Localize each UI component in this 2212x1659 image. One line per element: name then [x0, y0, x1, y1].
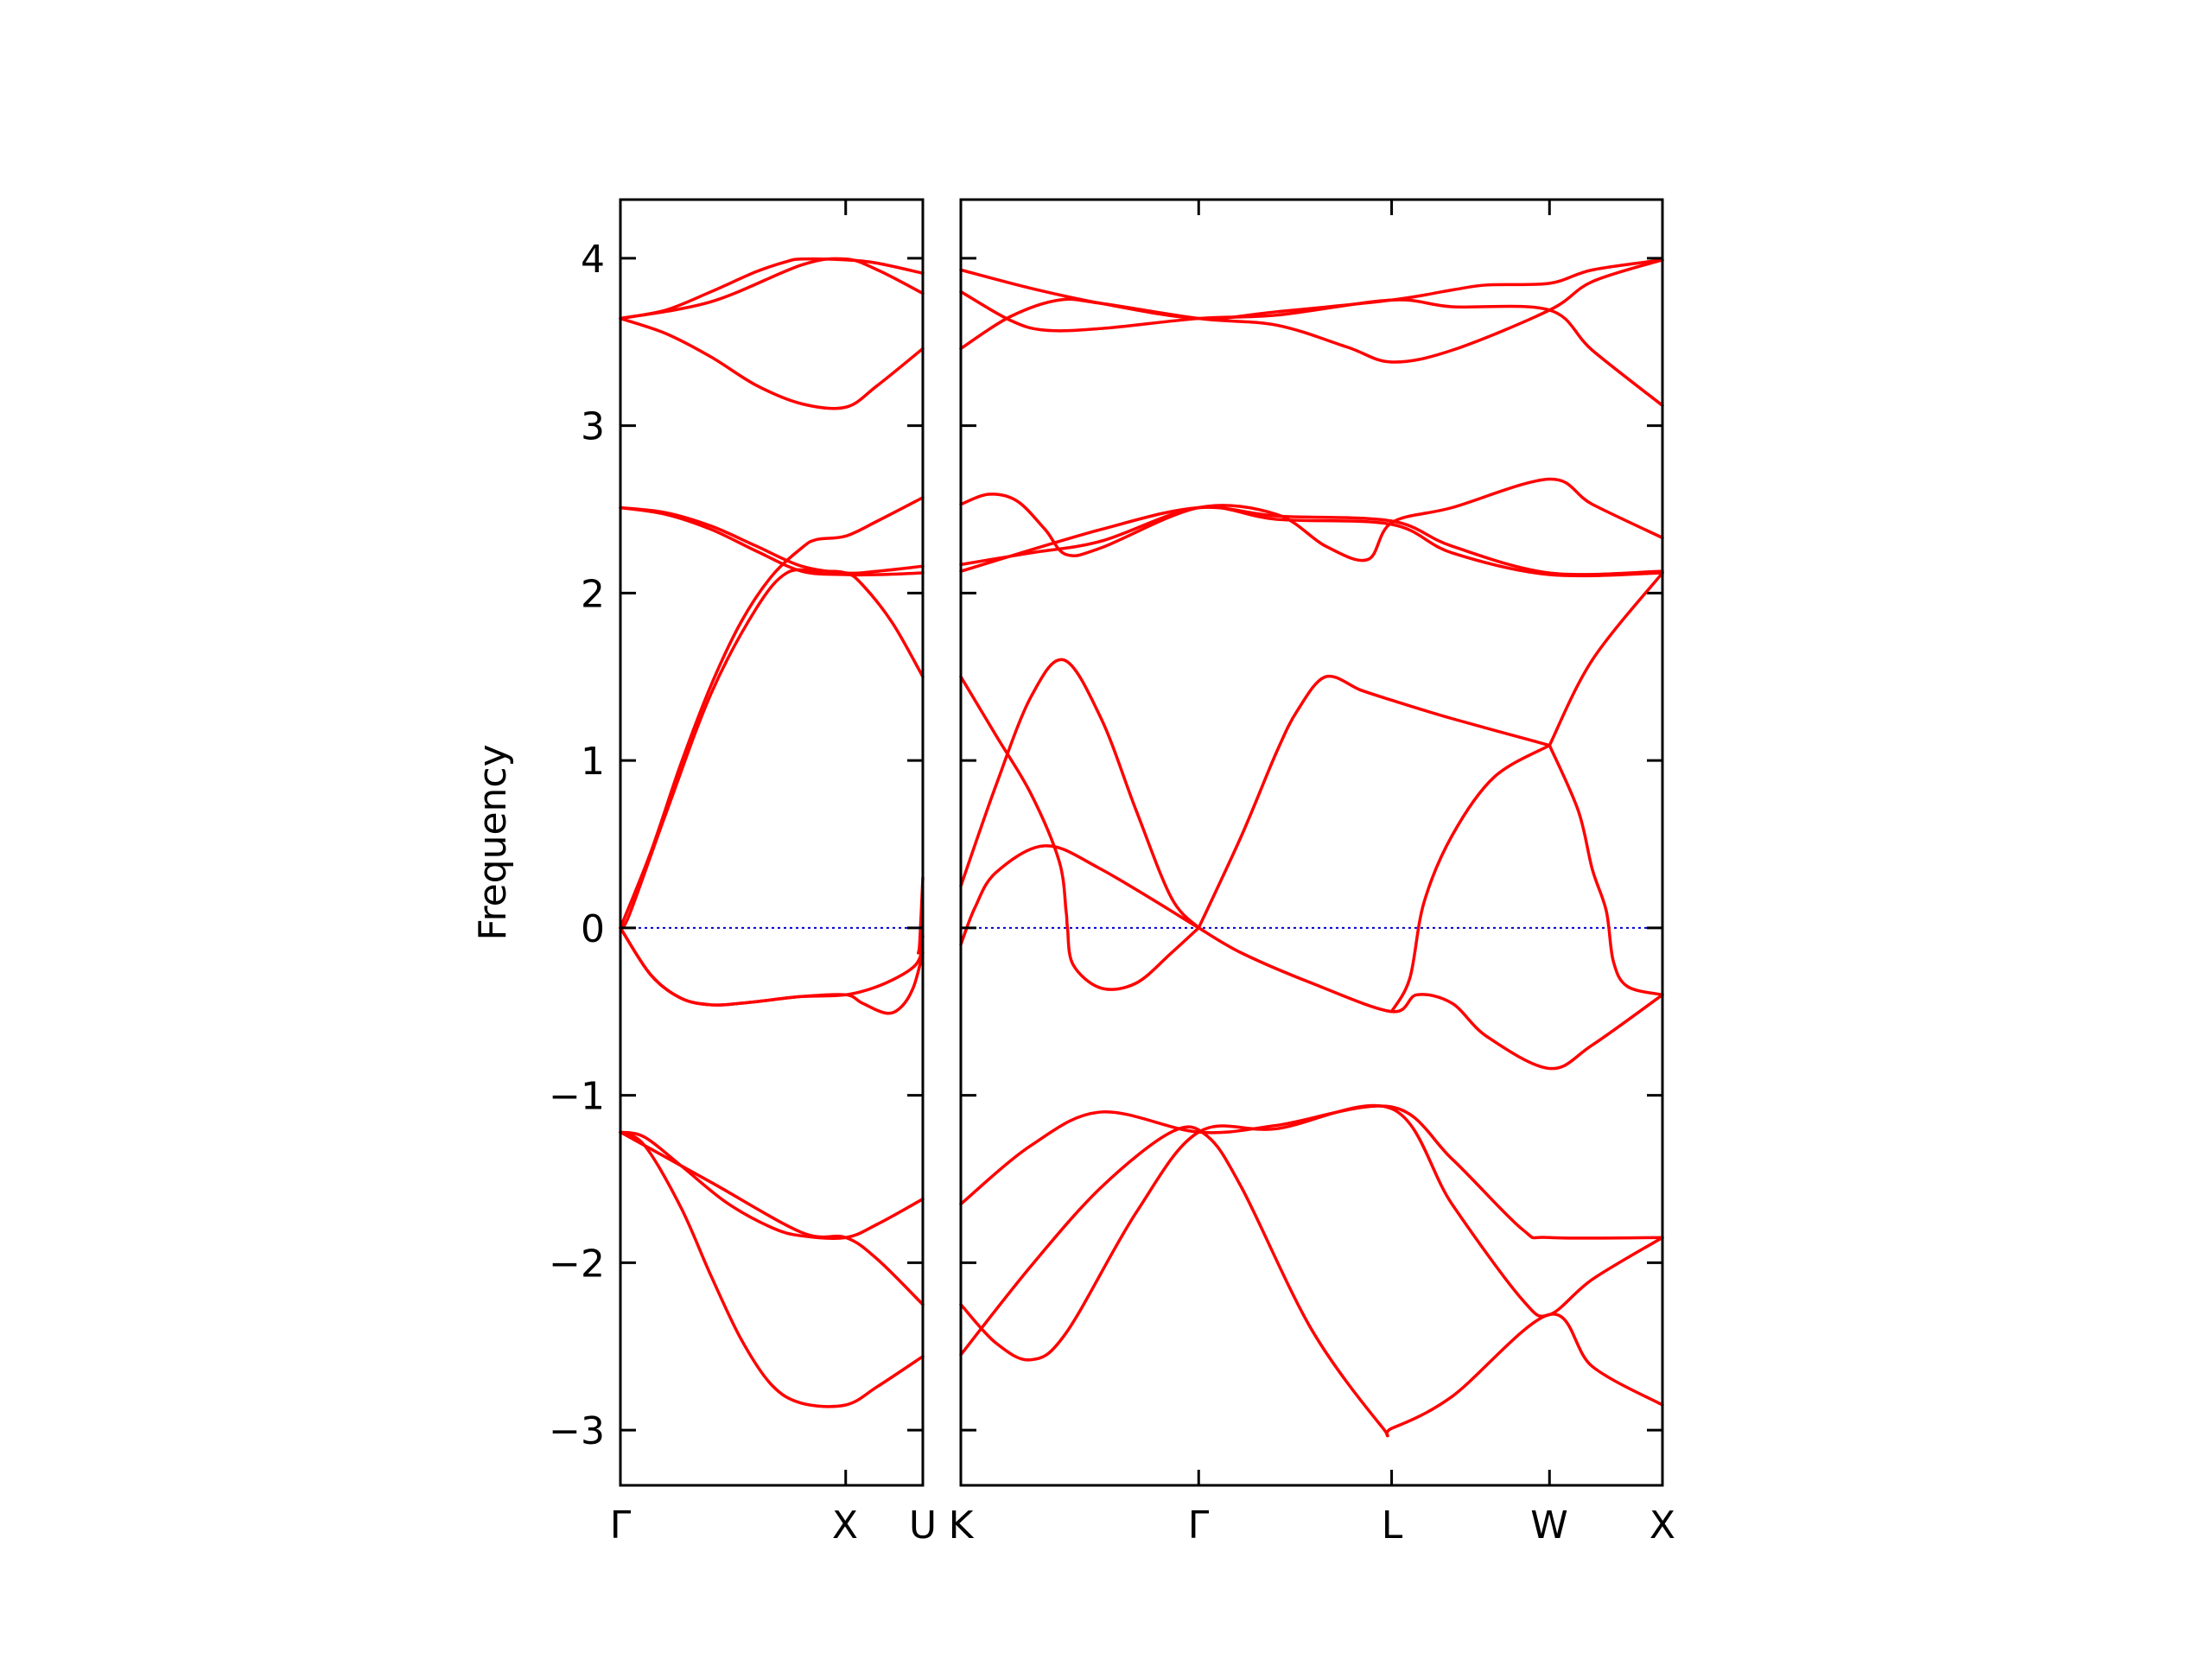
x-tick-label-w: W [1530, 1503, 1568, 1548]
panel-left-bands [619, 257, 925, 1408]
panel-right-frame [959, 198, 1664, 1487]
y-tick-label-4: 4 [581, 238, 605, 282]
x-tick-label-gamma-left: Γ [610, 1503, 632, 1548]
panel-left-band-13 [619, 1130, 925, 1306]
panel-right-band-17 [959, 1125, 1664, 1438]
x-tick-label-k: K [949, 1503, 975, 1548]
panel-right-band-10 [1197, 674, 1552, 930]
panel-left-ticks [619, 200, 923, 1485]
x-tick-label-x-left: X [832, 1503, 858, 1548]
panel-right-ticks [959, 200, 1664, 1485]
x-tick-label-u: U [909, 1503, 937, 1548]
y-tick-label--3: −3 [549, 1409, 605, 1453]
y-tick-label-2: 2 [581, 572, 605, 616]
x-tick-label-x-right: X [1649, 1503, 1675, 1548]
y-tick-labels: −3 −2 −1 0 1 2 3 4 [549, 238, 605, 1453]
x-tick-label-gamma-right: Γ [1188, 1503, 1210, 1548]
panel-right-band-2 [959, 289, 1664, 408]
panel-right-band-16 [959, 1103, 1664, 1362]
panel-right-band-12 [1389, 743, 1552, 1014]
panel-right-band-5 [959, 505, 1664, 576]
panel-left-band-9 [619, 926, 925, 1007]
panel-right-band-3 [959, 258, 1664, 364]
panel-right-band-4 [959, 477, 1664, 563]
y-tick-label-3: 3 [581, 405, 605, 449]
panel-right-band-11 [1197, 926, 1664, 1071]
panel-left [619, 198, 925, 1487]
panel-left-frame [619, 198, 925, 1487]
panel-left-band-1 [619, 257, 925, 321]
panel-left-band-2 [619, 316, 925, 410]
y-tick-label-0: 0 [581, 907, 605, 951]
panel-left-band-4 [619, 505, 925, 575]
panel-left-band-7 [619, 568, 925, 930]
panel-right-band-7 [959, 675, 1201, 991]
panel-right-band-15 [959, 1104, 1664, 1240]
panel-right [959, 198, 1664, 1487]
panel-right-band-6 [959, 505, 1664, 578]
x-tick-labels: Γ X U K Γ L W X [610, 1503, 1675, 1548]
y-tick-label--2: −2 [549, 1242, 605, 1286]
panel-left-band-11 [619, 1130, 925, 1240]
panel-right-band-8 [959, 658, 1201, 930]
panel-left-band-3 [619, 257, 925, 321]
y-tick-label--1: −1 [549, 1075, 605, 1119]
panel-right-bands [959, 258, 1664, 1438]
panel-left-band-6 [619, 496, 925, 930]
y-axis-title: Frequency [471, 744, 515, 940]
panel-left-band-12 [619, 1130, 925, 1408]
panel-right-band-14 [1548, 743, 1664, 997]
y-tick-label-1: 1 [581, 740, 605, 784]
panel-left-band-5 [619, 505, 925, 577]
panel-right-band-9 [959, 844, 1201, 946]
x-tick-label-l: L [1382, 1503, 1403, 1548]
panel-right-band-13 [1548, 571, 1664, 747]
